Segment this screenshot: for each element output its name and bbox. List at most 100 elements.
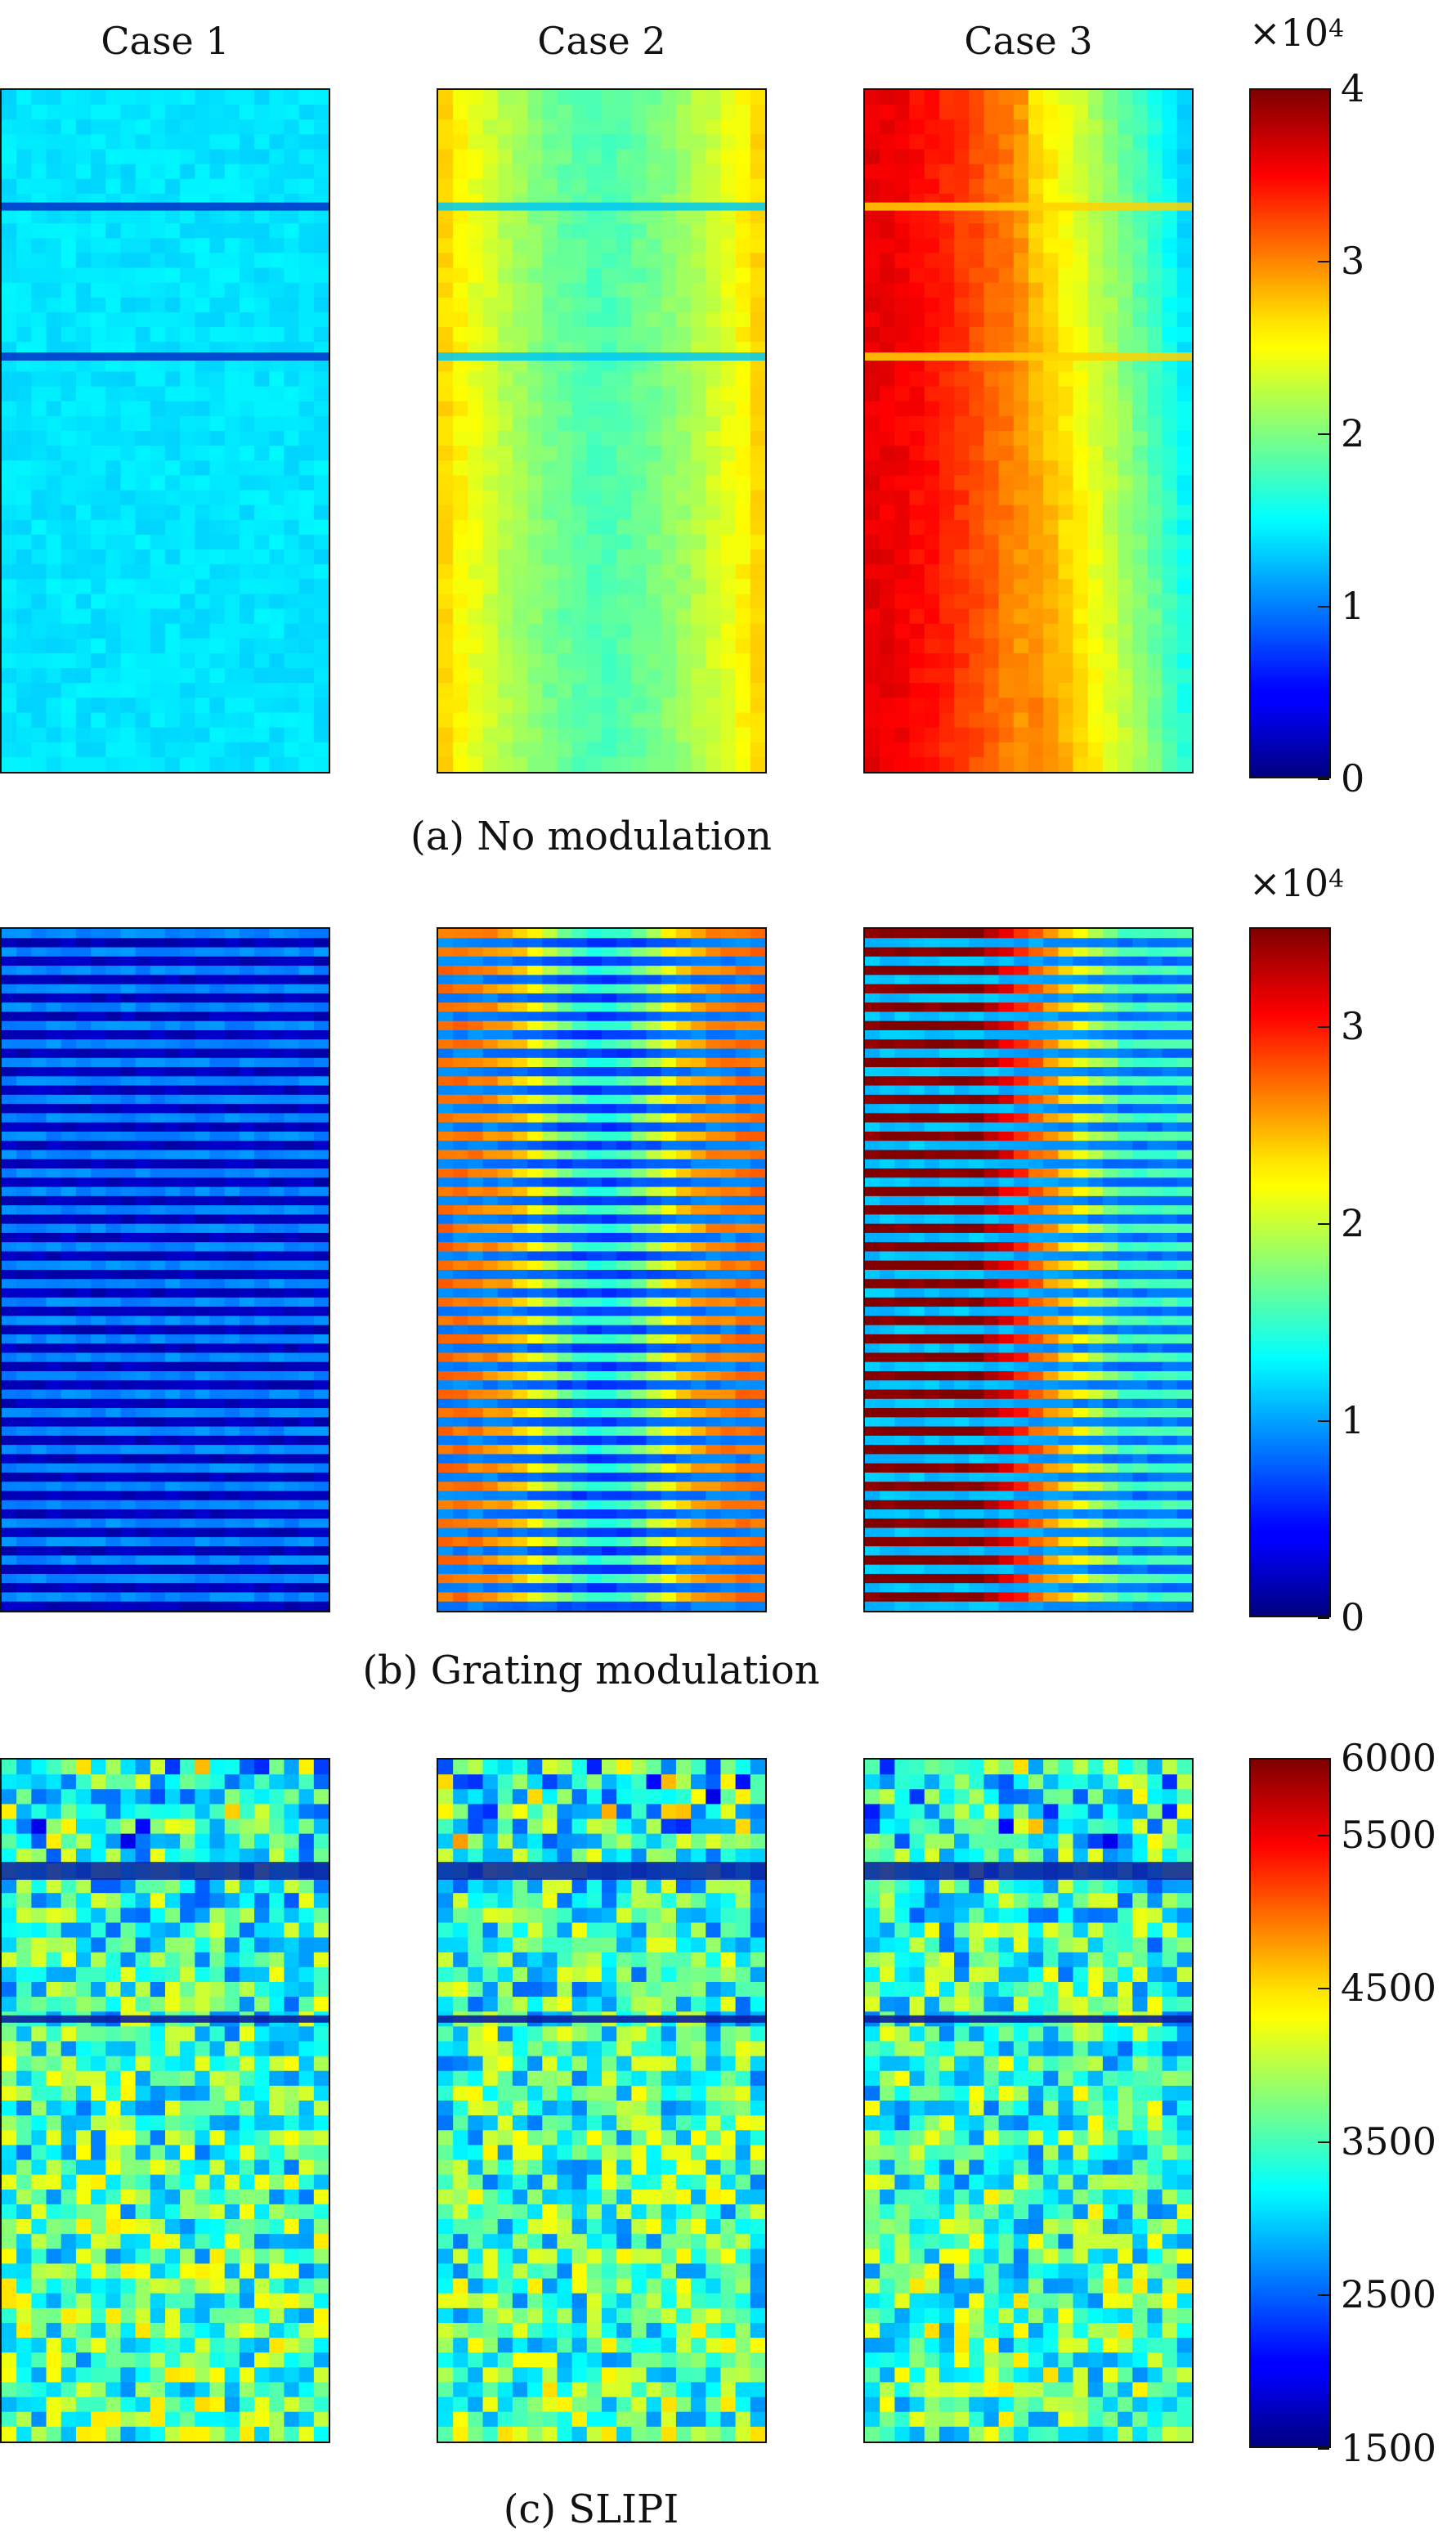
heatmap-cell xyxy=(284,238,300,254)
heatmap-cell xyxy=(31,1555,47,1566)
heatmap-cell xyxy=(1028,267,1044,284)
heatmap-cell xyxy=(105,149,122,165)
heatmap-cell xyxy=(165,1288,181,1298)
heatmap-cell xyxy=(1013,475,1029,491)
heatmap-cell xyxy=(468,938,484,948)
heatmap-cell xyxy=(254,1592,270,1603)
heatmap-cell xyxy=(195,1029,211,1040)
heatmap-cell xyxy=(46,1279,62,1289)
heatmap-cell xyxy=(1087,683,1104,698)
heatmap-cell xyxy=(1013,652,1029,669)
heatmap-cell xyxy=(16,534,32,550)
heatmap-cell xyxy=(616,327,632,343)
heatmap-cell xyxy=(105,1435,122,1446)
heatmap-cell xyxy=(165,1352,181,1363)
heatmap-cell xyxy=(180,209,195,224)
heatmap-cell xyxy=(750,134,765,150)
heatmap-cell xyxy=(1087,549,1104,565)
heatmap-cell xyxy=(453,223,468,239)
heatmap-cell xyxy=(675,549,692,565)
heatmap-cell xyxy=(269,1094,285,1105)
heatmap-cell xyxy=(1013,209,1029,224)
heatmap-cell xyxy=(924,534,940,550)
heatmap-cell xyxy=(586,549,603,565)
heatmap-cell xyxy=(224,1085,240,1096)
heatmap-cell xyxy=(298,975,315,985)
heatmap-cell xyxy=(453,519,468,536)
heatmap-cell xyxy=(75,608,92,625)
heatmap-cell xyxy=(75,1002,92,1013)
heatmap-cell xyxy=(120,1251,137,1262)
heatmap-cell xyxy=(557,209,573,224)
heatmap-cell xyxy=(284,105,300,120)
heatmap-cell xyxy=(239,164,255,180)
heatmap-cell xyxy=(209,1518,226,1529)
heatmap-cell xyxy=(691,327,706,343)
heatmap-cell xyxy=(239,1048,255,1059)
heatmap-cell xyxy=(706,267,722,284)
heatmap-cell xyxy=(706,371,722,388)
heatmap-cell xyxy=(135,1159,151,1169)
heatmap-cell xyxy=(616,149,632,165)
heatmap-cell xyxy=(135,490,151,506)
heatmap-cell xyxy=(209,683,226,698)
heatmap-cell xyxy=(46,1048,62,1059)
heatmap-cell xyxy=(31,1232,47,1243)
heatmap-cell xyxy=(512,993,528,1003)
heatmap-cell xyxy=(631,1048,647,1059)
heatmap-cell xyxy=(735,282,751,298)
heatmap-cell xyxy=(557,134,573,150)
heatmap-cell xyxy=(706,984,722,994)
heatmap-cell xyxy=(135,1509,151,1519)
heatmap-cell xyxy=(2,1232,17,1243)
heatmap-cell xyxy=(313,490,329,506)
heatmap-cell xyxy=(557,312,573,328)
heatmap-cell xyxy=(165,1583,181,1594)
heatmap-cell xyxy=(646,712,662,729)
heatmap-cell xyxy=(482,608,499,625)
heatmap-cell xyxy=(880,401,895,417)
heatmap-cell xyxy=(602,975,617,985)
heatmap-cell xyxy=(1013,742,1029,758)
heatmap-cell xyxy=(909,90,925,105)
heatmap-cell xyxy=(1147,401,1163,417)
heatmap-cell xyxy=(998,549,1015,565)
heatmap-cell xyxy=(482,1020,499,1031)
heatmap-cell xyxy=(571,668,588,684)
heatmap-cell xyxy=(631,149,647,165)
heatmap-cell xyxy=(150,1398,166,1409)
heatmap-cell xyxy=(675,742,692,758)
heatmap-cell xyxy=(1058,431,1074,446)
heatmap-cell xyxy=(675,929,692,939)
heatmap-cell xyxy=(1043,446,1059,461)
heatmap-cell xyxy=(616,431,632,446)
heatmap-cell xyxy=(313,1011,329,1022)
heatmap-cell xyxy=(1013,504,1029,521)
heatmap-cell xyxy=(75,1122,92,1132)
heatmap-cell xyxy=(239,1445,255,1455)
heatmap-cell xyxy=(661,966,677,975)
heatmap-cell xyxy=(675,312,692,328)
heatmap-cell xyxy=(31,1251,47,1262)
heatmap-cell xyxy=(602,594,617,610)
heatmap-cell xyxy=(497,327,513,343)
heatmap-cell xyxy=(571,929,588,939)
heatmap-cell xyxy=(31,1417,47,1428)
heatmap-cell xyxy=(646,490,662,506)
heatmap-cell xyxy=(165,1527,181,1538)
heatmap-cell xyxy=(46,1564,62,1575)
heatmap-cell xyxy=(105,1057,122,1068)
heatmap-cell xyxy=(180,1131,195,1141)
heatmap-cell xyxy=(209,1527,226,1538)
heatmap-cell xyxy=(120,697,137,714)
heatmap-cell xyxy=(735,446,751,461)
heatmap-cell xyxy=(1147,105,1163,120)
heatmap-cell xyxy=(542,608,558,625)
heatmap-cell xyxy=(924,549,940,565)
heatmap-cell xyxy=(269,1085,285,1096)
heatmap-cell xyxy=(865,119,880,135)
heatmap-cell xyxy=(16,356,32,373)
heatmap-cell xyxy=(254,1177,270,1188)
heatmap-cell xyxy=(586,579,603,595)
heatmap-cell xyxy=(468,119,484,135)
